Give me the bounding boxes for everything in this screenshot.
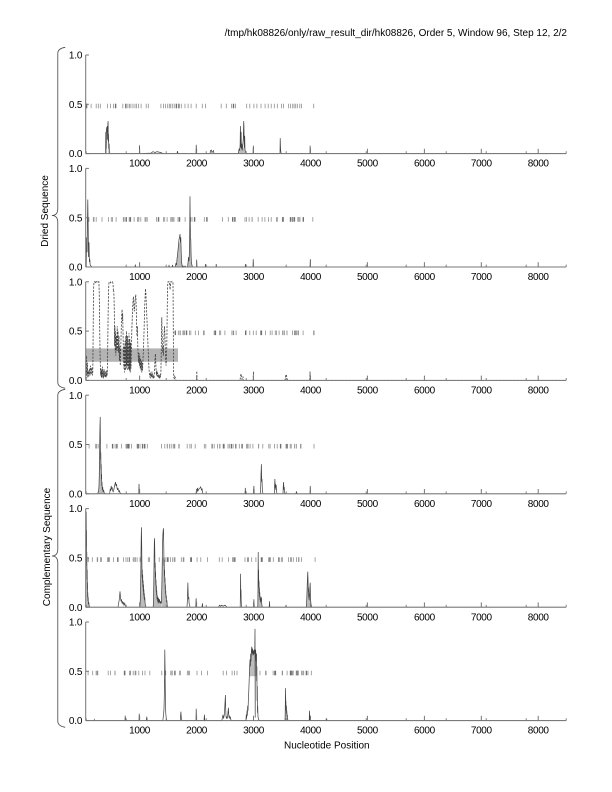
svg-text:2000: 2000 <box>186 499 208 510</box>
svg-text:1.0: 1.0 <box>69 51 83 62</box>
svg-text:7000: 7000 <box>471 499 493 510</box>
svg-text:Dried Sequence: Dried Sequence <box>40 175 51 247</box>
svg-text:4000: 4000 <box>300 499 322 510</box>
svg-text:3000: 3000 <box>243 159 265 170</box>
svg-text:0.5: 0.5 <box>69 327 83 338</box>
svg-text:3000: 3000 <box>243 612 265 623</box>
svg-text:5000: 5000 <box>357 159 379 170</box>
svg-text:8000: 8000 <box>528 272 550 283</box>
svg-text:0.5: 0.5 <box>69 554 83 565</box>
svg-text:1000: 1000 <box>129 386 151 397</box>
svg-text:6000: 6000 <box>414 499 436 510</box>
svg-text:3000: 3000 <box>243 499 265 510</box>
svg-text:0.0: 0.0 <box>69 716 83 727</box>
svg-text:8000: 8000 <box>528 726 550 737</box>
svg-text:1000: 1000 <box>129 726 151 737</box>
svg-text:7000: 7000 <box>471 726 493 737</box>
svg-text:2000: 2000 <box>186 159 208 170</box>
svg-text:6000: 6000 <box>414 386 436 397</box>
svg-text:3000: 3000 <box>243 386 265 397</box>
svg-text:0.5: 0.5 <box>69 100 83 111</box>
svg-text:8000: 8000 <box>528 159 550 170</box>
svg-text:8000: 8000 <box>528 386 550 397</box>
svg-text:4000: 4000 <box>300 272 322 283</box>
svg-text:Complementary Sequence: Complementary Sequence <box>42 487 53 606</box>
svg-text:4000: 4000 <box>300 386 322 397</box>
svg-text:5000: 5000 <box>357 386 379 397</box>
svg-text:0.0: 0.0 <box>69 376 83 387</box>
svg-text:0.0: 0.0 <box>69 149 83 160</box>
svg-text:0.0: 0.0 <box>69 263 83 274</box>
svg-text:0.5: 0.5 <box>69 213 83 224</box>
svg-text:1000: 1000 <box>129 159 151 170</box>
svg-text:0.5: 0.5 <box>69 440 83 451</box>
svg-text:7000: 7000 <box>471 386 493 397</box>
svg-text:1000: 1000 <box>129 272 151 283</box>
svg-text:3000: 3000 <box>243 272 265 283</box>
svg-text:2000: 2000 <box>186 612 208 623</box>
svg-text:0.0: 0.0 <box>69 489 83 500</box>
svg-text:1.0: 1.0 <box>69 277 83 288</box>
svg-text:/tmp/hk08826/only/raw_result_d: /tmp/hk08826/only/raw_result_dir/hk08826… <box>225 28 568 39</box>
svg-text:6000: 6000 <box>414 272 436 283</box>
svg-text:6000: 6000 <box>414 726 436 737</box>
svg-text:4000: 4000 <box>300 612 322 623</box>
svg-text:7000: 7000 <box>471 272 493 283</box>
svg-text:5000: 5000 <box>357 499 379 510</box>
svg-text:3000: 3000 <box>243 726 265 737</box>
svg-text:1.0: 1.0 <box>69 391 83 402</box>
svg-text:2000: 2000 <box>186 272 208 283</box>
svg-text:1.0: 1.0 <box>69 504 83 515</box>
svg-text:6000: 6000 <box>414 159 436 170</box>
svg-text:1000: 1000 <box>129 612 151 623</box>
svg-text:2000: 2000 <box>186 386 208 397</box>
svg-text:Nucleotide Position: Nucleotide Position <box>284 740 370 751</box>
svg-text:0.5: 0.5 <box>69 667 83 678</box>
svg-text:0.0: 0.0 <box>69 603 83 614</box>
svg-text:7000: 7000 <box>471 612 493 623</box>
svg-text:7000: 7000 <box>471 159 493 170</box>
svg-text:2000: 2000 <box>186 726 208 737</box>
svg-text:6000: 6000 <box>414 612 436 623</box>
svg-text:5000: 5000 <box>357 612 379 623</box>
svg-text:1000: 1000 <box>129 499 151 510</box>
svg-text:1.0: 1.0 <box>69 618 83 629</box>
svg-text:4000: 4000 <box>300 726 322 737</box>
svg-text:8000: 8000 <box>528 612 550 623</box>
svg-text:5000: 5000 <box>357 272 379 283</box>
svg-text:4000: 4000 <box>300 159 322 170</box>
svg-text:1.0: 1.0 <box>69 164 83 175</box>
svg-text:8000: 8000 <box>528 499 550 510</box>
svg-text:5000: 5000 <box>357 726 379 737</box>
